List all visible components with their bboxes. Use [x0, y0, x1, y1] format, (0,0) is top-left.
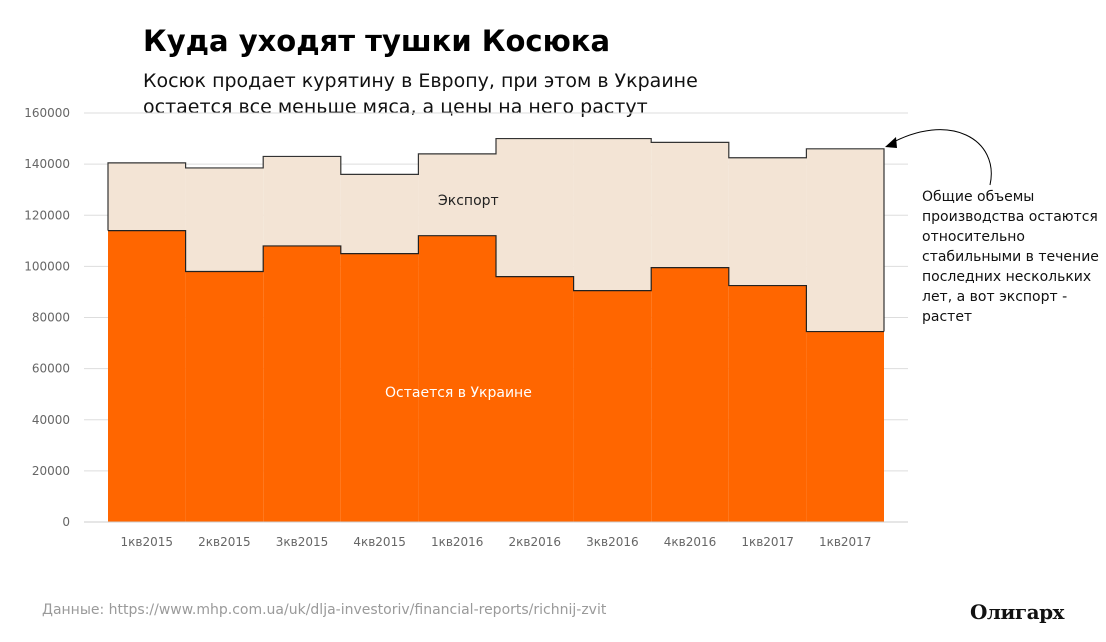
domestic-bar [728, 285, 807, 522]
export-bar [573, 138, 652, 291]
y-tick-label: 60000 [32, 362, 70, 376]
y-tick-label: 0 [62, 515, 70, 529]
export-bar [728, 157, 807, 286]
x-tick-label: 4кв2015 [353, 535, 406, 549]
domestic-bar [263, 245, 341, 523]
domestic-line [108, 229, 884, 333]
domestic-bar [806, 331, 884, 522]
export-bar [185, 167, 264, 272]
export-bar [651, 142, 729, 268]
x-tick-label: 1кв2017 [819, 535, 872, 549]
export-bar [340, 174, 419, 254]
x-tick-label: 3кв2016 [586, 535, 639, 549]
x-tick-label: 4кв2016 [664, 535, 717, 549]
domestic-bar [496, 276, 574, 522]
chart-title: Куда уходят тушки Косюка [143, 24, 611, 58]
export-bar [263, 156, 341, 246]
domestic-bar [340, 253, 419, 522]
y-tick-label: 20000 [32, 464, 70, 478]
y-tick-label: 140000 [24, 157, 70, 171]
x-tick-label: 1кв2017 [741, 535, 794, 549]
x-tick-label: 1кв2016 [431, 535, 484, 549]
x-tick-label: 3кв2015 [276, 535, 329, 549]
source-link[interactable]: Данные: https://www.mhp.com.ua/uk/dlja-i… [42, 602, 607, 618]
x-tick-label: 1кв2015 [121, 535, 174, 549]
logo: Олигарх [970, 600, 1064, 624]
export-bar [496, 138, 574, 277]
x-tick-label: 2кв2016 [509, 535, 562, 549]
domestic-bar [108, 230, 186, 522]
domestic-bar [651, 267, 729, 522]
total-line [107, 137, 885, 332]
domestic-label: Остается в Украине [385, 385, 532, 401]
y-tick-label: 40000 [32, 413, 70, 427]
arrow-head-icon [885, 137, 897, 148]
export-bar [108, 162, 186, 231]
y-tick-label: 100000 [24, 259, 70, 273]
annotation-arrow [887, 129, 992, 186]
x-tick-label: 2кв2015 [198, 535, 251, 549]
domestic-bar [185, 271, 264, 522]
domestic-bar [418, 235, 496, 522]
y-tick-label: 80000 [32, 311, 70, 325]
domestic-bar [573, 290, 652, 522]
y-tick-label: 160000 [24, 106, 70, 120]
annotation-text: Общие объемы производства остаются относ… [922, 189, 1099, 325]
export-bar [806, 148, 884, 332]
export-bar [418, 153, 496, 236]
export-label: Экспорт [438, 193, 499, 209]
y-tick-label: 120000 [24, 208, 70, 222]
